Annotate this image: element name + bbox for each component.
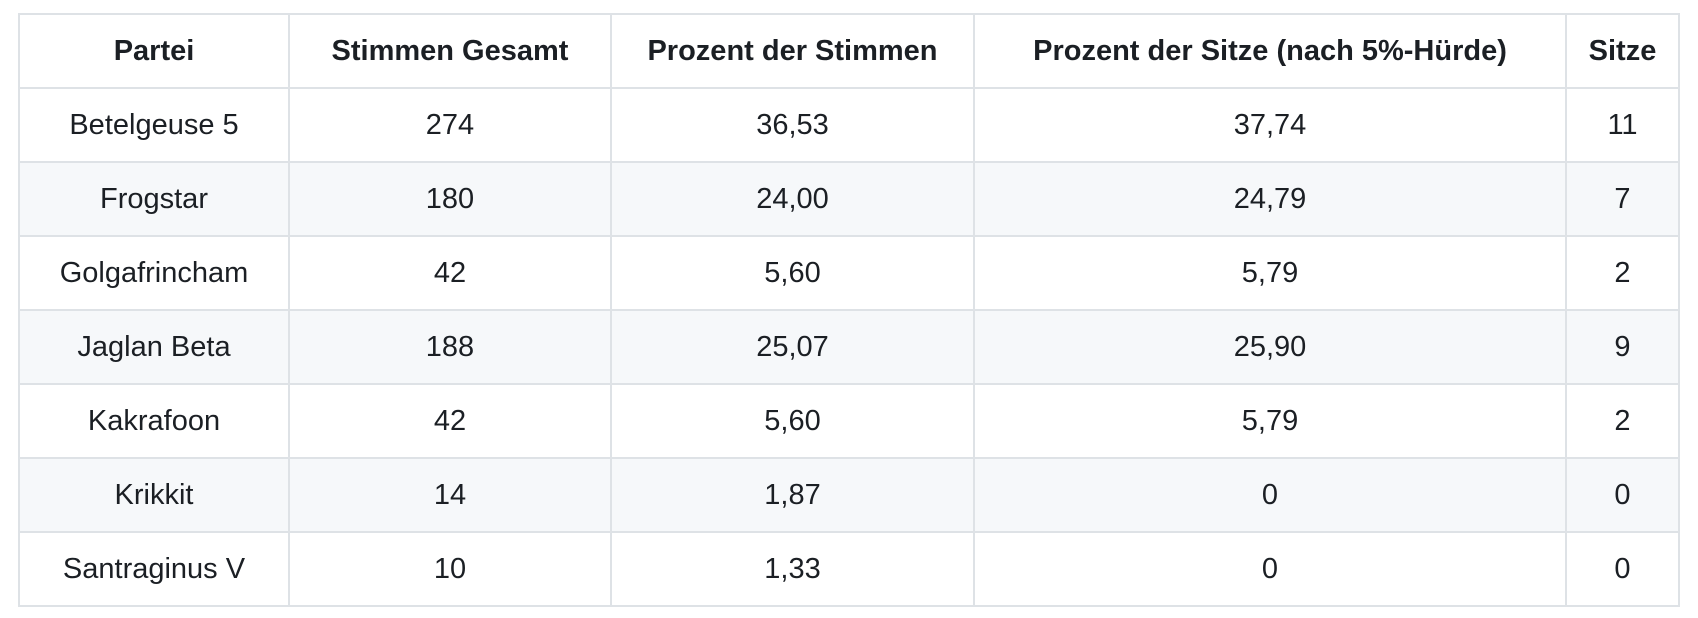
seats-cell: 11 xyxy=(1565,87,1680,163)
votes-total-cell: 274 xyxy=(288,87,612,163)
seat-percent-cell: 24,79 xyxy=(973,161,1567,237)
column-header-partei: Partei xyxy=(18,13,290,89)
vote-percent-cell: 36,53 xyxy=(610,87,975,163)
vote-percent-cell: 1,33 xyxy=(610,531,975,607)
vote-percent-cell: 5,60 xyxy=(610,383,975,459)
votes-total-cell: 14 xyxy=(288,457,612,533)
column-header-sitze: Sitze xyxy=(1565,13,1680,89)
election-results-table: Partei Stimmen Gesamt Prozent der Stimme… xyxy=(18,13,1680,607)
seats-cell: 0 xyxy=(1565,531,1680,607)
table-header: Partei Stimmen Gesamt Prozent der Stimme… xyxy=(18,13,1680,89)
seat-percent-cell: 5,79 xyxy=(973,383,1567,459)
seats-cell: 7 xyxy=(1565,161,1680,237)
party-name-cell: Jaglan Beta xyxy=(18,309,290,385)
header-row: Partei Stimmen Gesamt Prozent der Stimme… xyxy=(18,13,1680,89)
table-row: Golgafrincham 42 5,60 5,79 2 xyxy=(18,235,1680,311)
seat-percent-cell: 0 xyxy=(973,457,1567,533)
votes-total-cell: 188 xyxy=(288,309,612,385)
table-row: Betelgeuse 5 274 36,53 37,74 11 xyxy=(18,87,1680,163)
table-row: Kakrafoon 42 5,60 5,79 2 xyxy=(18,383,1680,459)
votes-total-cell: 42 xyxy=(288,383,612,459)
vote-percent-cell: 24,00 xyxy=(610,161,975,237)
seats-cell: 0 xyxy=(1565,457,1680,533)
party-name-cell: Santraginus V xyxy=(18,531,290,607)
table-body: Betelgeuse 5 274 36,53 37,74 11 Frogstar… xyxy=(18,87,1680,607)
table-row: Frogstar 180 24,00 24,79 7 xyxy=(18,161,1680,237)
votes-total-cell: 42 xyxy=(288,235,612,311)
seat-percent-cell: 5,79 xyxy=(973,235,1567,311)
seat-percent-cell: 37,74 xyxy=(973,87,1567,163)
table-row: Santraginus V 10 1,33 0 0 xyxy=(18,531,1680,607)
party-name-cell: Betelgeuse 5 xyxy=(18,87,290,163)
vote-percent-cell: 1,87 xyxy=(610,457,975,533)
party-name-cell: Golgafrincham xyxy=(18,235,290,311)
party-name-cell: Krikkit xyxy=(18,457,290,533)
column-header-stimmen-gesamt: Stimmen Gesamt xyxy=(288,13,612,89)
column-header-prozent-der-sitze: Prozent der Sitze (nach 5%-Hürde) xyxy=(973,13,1567,89)
seats-cell: 2 xyxy=(1565,235,1680,311)
seat-percent-cell: 25,90 xyxy=(973,309,1567,385)
votes-total-cell: 180 xyxy=(288,161,612,237)
seats-cell: 2 xyxy=(1565,383,1680,459)
vote-percent-cell: 25,07 xyxy=(610,309,975,385)
vote-percent-cell: 5,60 xyxy=(610,235,975,311)
seat-percent-cell: 0 xyxy=(973,531,1567,607)
seats-cell: 9 xyxy=(1565,309,1680,385)
party-name-cell: Kakrafoon xyxy=(18,383,290,459)
table-row: Krikkit 14 1,87 0 0 xyxy=(18,457,1680,533)
column-header-prozent-der-stimmen: Prozent der Stimmen xyxy=(610,13,975,89)
votes-total-cell: 10 xyxy=(288,531,612,607)
table-row: Jaglan Beta 188 25,07 25,90 9 xyxy=(18,309,1680,385)
party-name-cell: Frogstar xyxy=(18,161,290,237)
